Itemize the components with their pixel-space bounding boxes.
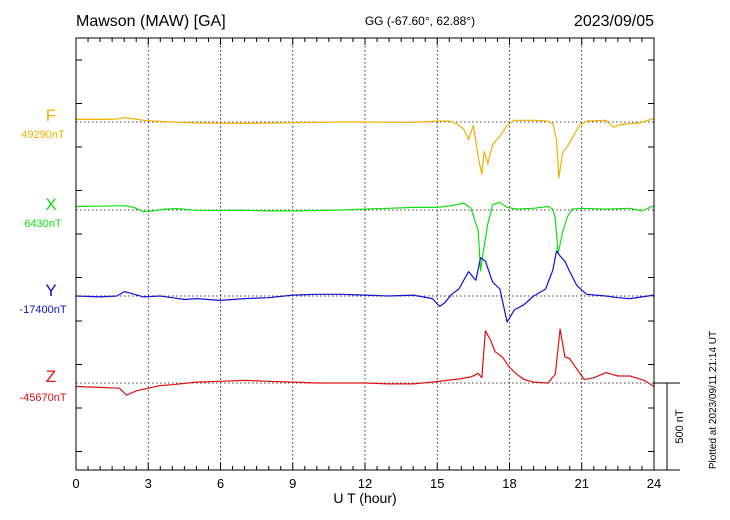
plot-frame: [75, 37, 655, 471]
series-labels: F 49290nT X 6430nT Y -17400nT Z -45670nT: [19, 106, 66, 404]
series-name-f: F: [46, 106, 56, 125]
x-tick-label: 21: [575, 476, 589, 491]
x-axis-label: U T (hour): [333, 490, 396, 506]
x-tick-label: 6: [217, 476, 224, 491]
station-title: Mawson (MAW) [GA]: [76, 13, 226, 30]
x-tick-label: 0: [72, 476, 79, 491]
series-line-z: [75, 328, 655, 396]
x-tick-label: 18: [502, 476, 516, 491]
series-baseline-value-y: -17400nT: [19, 304, 66, 316]
x-tick-label: 3: [145, 476, 152, 491]
series-baseline-value-x: 6430nT: [24, 218, 62, 230]
series-line-y: [75, 250, 655, 323]
series-name-z: Z: [46, 367, 56, 386]
axis-ticks: 0 3 6 9 12 15 18 21 24: [72, 38, 661, 491]
x-tick-label: 9: [289, 476, 296, 491]
scale-bar-label: 500 nT: [674, 409, 686, 444]
series-name-x: X: [45, 195, 56, 214]
plot-date: 2023/09/05: [574, 13, 654, 30]
scale-bar: 500 nT: [654, 382, 686, 471]
series-baseline-value-f: 49290nT: [21, 129, 65, 141]
geo-coordinates: GG (-67.60°, 62.88°): [365, 14, 475, 28]
series-baseline-value-z: -45670nT: [19, 392, 66, 404]
x-tick-label: 12: [358, 476, 372, 491]
grid-lines: [147, 38, 583, 470]
series-line-f: [76, 117, 655, 179]
plotted-timestamp: Plotted at 2023/09/11 21:14 UT: [708, 331, 719, 469]
series-lines: [75, 117, 655, 396]
series-line-x: [75, 201, 655, 272]
x-tick-label: 24: [647, 476, 661, 491]
baselines: [76, 121, 654, 384]
series-name-y: Y: [45, 281, 56, 300]
x-tick-label: 15: [430, 476, 444, 491]
